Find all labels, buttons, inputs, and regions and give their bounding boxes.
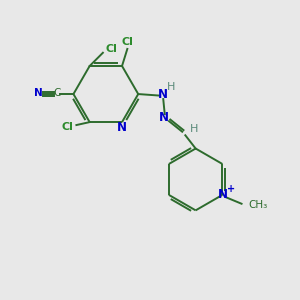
Text: CH₃: CH₃ [248,200,267,210]
Text: N: N [218,188,227,201]
Text: Cl: Cl [61,122,74,131]
Text: Cl: Cl [105,44,117,54]
Text: H: H [190,124,198,134]
Text: +: + [227,184,235,194]
Text: N: N [117,121,127,134]
Text: C: C [54,88,61,98]
Text: N: N [158,88,168,100]
Text: N: N [34,88,43,98]
Text: N: N [159,111,169,124]
Text: H: H [167,82,176,92]
Text: Cl: Cl [122,38,134,47]
